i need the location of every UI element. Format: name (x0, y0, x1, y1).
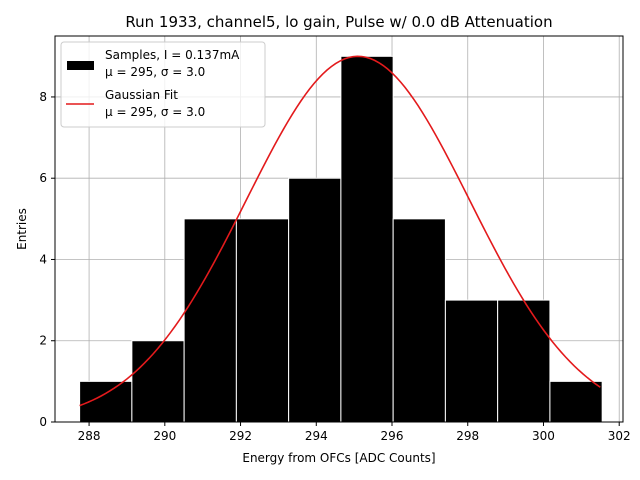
x-axis-ticks: 288 290 292 294 296 298 300 302 (78, 422, 631, 443)
legend-swatch-samples (67, 61, 94, 70)
y-tick-label: 0 (39, 415, 47, 429)
y-tick-label: 2 (39, 334, 47, 348)
gaussian-fit-curve (79, 55, 601, 407)
histogram-bar (444, 299, 499, 423)
histogram-bar (288, 177, 342, 423)
x-tick-label: 294 (305, 429, 328, 443)
y-tick-label: 6 (39, 171, 47, 185)
x-tick-label: 292 (229, 429, 252, 443)
legend-label-fit-stats: μ = 295, σ = 3.0 (105, 105, 205, 119)
legend-label-samples: Samples, I = 0.137mA (105, 48, 240, 62)
histogram-bars (79, 55, 603, 423)
x-tick-label: 298 (456, 429, 479, 443)
histogram-bar (340, 55, 394, 423)
histogram-bar (183, 218, 237, 423)
x-axis-label: Energy from OFCs [ADC Counts] (242, 451, 435, 465)
x-tick-label: 290 (153, 429, 176, 443)
y-tick-label: 4 (39, 252, 47, 266)
x-tick-label: 296 (381, 429, 404, 443)
chart-title: Run 1933, channel5, lo gain, Pulse w/ 0.… (125, 13, 552, 31)
legend: Samples, I = 0.137mA μ = 295, σ = 3.0 Ga… (60, 41, 266, 128)
x-tick-label: 288 (78, 429, 101, 443)
x-tick-label: 300 (532, 429, 555, 443)
legend-box (60, 41, 266, 128)
legend-label-fit: Gaussian Fit (105, 88, 178, 102)
histogram-bar (392, 218, 446, 423)
histogram-bar (131, 340, 185, 423)
histogram-bar (497, 299, 551, 423)
y-axis-ticks: 0 2 4 6 8 (39, 90, 55, 429)
axes-frame (54, 35, 624, 423)
y-axis-label: Entries (15, 208, 29, 250)
x-tick-label: 302 (608, 429, 631, 443)
histogram-bar (235, 218, 290, 423)
histogram-bar (549, 380, 603, 423)
legend-label-samples-stats: μ = 295, σ = 3.0 (105, 65, 205, 79)
y-tick-label: 8 (39, 90, 47, 104)
